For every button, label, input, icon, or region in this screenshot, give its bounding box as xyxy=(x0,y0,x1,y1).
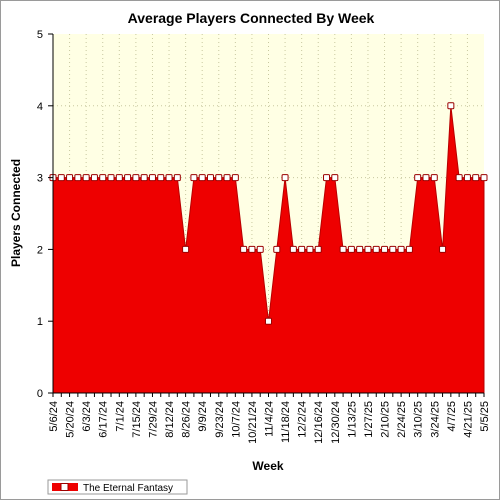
data-point xyxy=(397,245,405,253)
data-point xyxy=(182,245,190,253)
data-point xyxy=(447,102,455,110)
x-tick-label: 3/24/25 xyxy=(429,401,441,438)
data-point xyxy=(463,174,471,182)
data-point xyxy=(289,245,297,253)
data-point xyxy=(372,245,380,253)
data-point xyxy=(99,174,107,182)
y-tick-label: 2 xyxy=(37,244,43,256)
chart-title: Average Players Connected By Week xyxy=(128,10,375,26)
data-point xyxy=(339,245,347,253)
x-tick-label: 5/6/24 xyxy=(48,401,60,432)
data-point xyxy=(298,245,306,253)
y-tick-label: 0 xyxy=(37,388,43,400)
data-point xyxy=(165,174,173,182)
y-tick-label: 5 xyxy=(37,29,43,41)
data-point xyxy=(124,174,132,182)
x-tick-label: 5/5/25 xyxy=(479,401,491,432)
data-point xyxy=(206,174,214,182)
x-tick-label: 2/10/25 xyxy=(380,401,392,438)
x-tick-label: 12/30/24 xyxy=(330,401,342,444)
data-point xyxy=(107,174,115,182)
x-tick-label: 1/27/25 xyxy=(363,401,375,438)
x-tick-label: 2/24/25 xyxy=(396,401,408,438)
data-point xyxy=(265,317,272,325)
x-tick-label: 10/21/24 xyxy=(247,401,259,444)
data-point xyxy=(347,245,355,253)
legend-box xyxy=(47,479,188,495)
data-point xyxy=(90,174,98,182)
data-point xyxy=(414,174,422,182)
y-tick-label: 4 xyxy=(37,101,43,113)
legend-label: The Eternal Fantasy xyxy=(83,483,173,494)
data-point xyxy=(389,245,397,253)
data-point xyxy=(173,174,181,182)
x-tick-label: 7/1/24 xyxy=(114,401,126,432)
x-tick-label: 11/18/24 xyxy=(280,401,292,443)
x-tick-label: 5/20/24 xyxy=(65,401,77,438)
x-tick-label: 8/26/24 xyxy=(181,401,193,438)
x-tick-label: 12/2/24 xyxy=(297,401,309,438)
x-tick-label: 9/9/24 xyxy=(197,401,209,432)
data-point xyxy=(82,174,90,182)
x-tick-label: 4/21/25 xyxy=(462,401,474,438)
data-point xyxy=(430,174,438,182)
data-point xyxy=(281,174,289,182)
data-point xyxy=(198,174,206,182)
x-tick-label: 10/7/24 xyxy=(230,401,242,438)
data-point xyxy=(148,174,156,182)
data-point xyxy=(215,174,223,182)
data-point xyxy=(331,174,339,182)
y-tick-label: 1 xyxy=(37,316,43,328)
data-point xyxy=(356,245,364,253)
data-point xyxy=(472,174,480,182)
x-tick-label: 8/12/24 xyxy=(164,401,176,438)
data-point xyxy=(323,174,331,182)
x-tick-label: 7/15/24 xyxy=(131,401,143,438)
y-axis-label: Players Connected xyxy=(9,159,23,267)
y-axis-ticks: 0 1 2 3 4 5 xyxy=(37,29,53,400)
data-point xyxy=(455,174,463,182)
data-point xyxy=(140,174,148,182)
x-tick-label: 6/17/24 xyxy=(98,401,110,438)
x-tick-label: 6/3/24 xyxy=(81,401,93,432)
data-point xyxy=(314,245,322,253)
data-point xyxy=(364,245,372,253)
data-point xyxy=(248,245,256,253)
data-point xyxy=(223,174,231,182)
data-point xyxy=(57,174,65,182)
y-tick-label: 3 xyxy=(37,173,43,185)
data-point xyxy=(132,174,140,182)
data-point xyxy=(190,174,198,182)
legend: The Eternal Fantasy xyxy=(47,479,188,495)
data-point xyxy=(405,245,413,253)
data-point xyxy=(381,245,389,253)
x-tick-label: 1/13/25 xyxy=(346,401,358,438)
x-tick-label: 12/16/24 xyxy=(313,401,325,444)
data-point xyxy=(66,174,74,182)
data-point xyxy=(240,245,248,253)
data-point xyxy=(256,245,264,253)
data-point xyxy=(74,174,82,182)
x-tick-label: 3/10/25 xyxy=(413,401,425,438)
data-markers xyxy=(49,102,488,325)
data-point xyxy=(439,245,447,253)
data-point xyxy=(480,174,488,182)
data-point xyxy=(273,245,281,253)
x-tick-label: 7/29/24 xyxy=(147,401,159,438)
data-point xyxy=(157,174,165,182)
data-point xyxy=(231,174,239,182)
legend-marker-icon xyxy=(60,483,69,491)
data-point xyxy=(115,174,123,182)
x-axis-label: Week xyxy=(252,459,283,473)
x-axis-ticks: 5/6/24 5/20/24 6/3/24 6/17/24 7/1/24 7/15/24 7… xyxy=(48,393,491,444)
data-point xyxy=(422,174,430,182)
data-point xyxy=(306,245,314,253)
x-tick-label: 4/7/25 xyxy=(446,401,458,432)
x-tick-label: 11/4/24 xyxy=(264,401,276,437)
x-tick-label: 9/23/24 xyxy=(214,401,226,438)
